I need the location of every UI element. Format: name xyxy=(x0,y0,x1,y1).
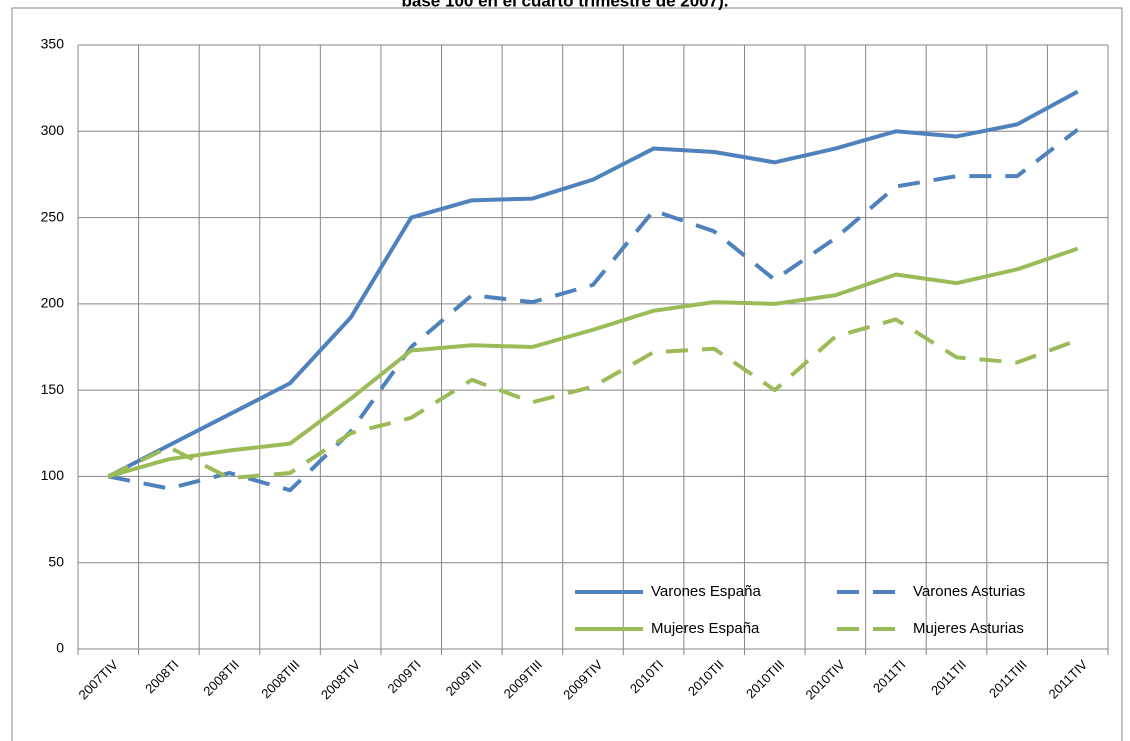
y-tick-label: 150 xyxy=(41,381,65,397)
x-tick-label: 2008TII xyxy=(200,657,242,699)
series-line xyxy=(107,246,1079,479)
legend-label: Varones España xyxy=(651,583,761,600)
series-line xyxy=(107,89,1079,479)
x-tick-label: 2009TIV xyxy=(560,657,606,703)
x-tick-label: 2008TIII xyxy=(258,657,302,701)
x-tick-label: 2008TI xyxy=(142,657,181,696)
y-tick-label: 300 xyxy=(41,122,65,138)
x-tick-label: 2010TIII xyxy=(743,657,787,701)
x-tick-label: 2011TIV xyxy=(1046,657,1091,702)
y-tick-label: 350 xyxy=(41,36,65,52)
y-tick-label: 250 xyxy=(41,208,65,224)
y-tick-label: 100 xyxy=(41,467,65,483)
legend-label: Mujeres Asturias xyxy=(913,620,1024,637)
series-line xyxy=(107,317,1079,481)
legend-label: Varones Asturias xyxy=(913,583,1025,600)
chart-frame xyxy=(11,7,1123,741)
y-tick-label: 200 xyxy=(41,295,65,311)
x-tick-label: 2010TIV xyxy=(803,657,849,703)
series-line xyxy=(107,127,1079,493)
y-tick-label: 0 xyxy=(56,640,64,656)
x-tick-label: 2011TIII xyxy=(986,657,1030,701)
x-tick-label: 2009TI xyxy=(385,657,424,696)
x-tick-label: 2010TI xyxy=(627,657,666,696)
x-tick-label: 2009TIII xyxy=(501,657,545,701)
x-tick-label: 2010TII xyxy=(685,657,727,699)
x-tick-label: 2008TIV xyxy=(318,657,364,703)
chart-title: base 100 en el cuarto trimestre de 2007)… xyxy=(402,0,729,10)
x-tick-label: 2011TI xyxy=(870,657,909,696)
y-tick-label: 50 xyxy=(48,553,64,569)
x-tick-label: 2011TII xyxy=(928,657,969,698)
legend-label: Mujeres España xyxy=(651,620,760,637)
x-tick-label: 2009TII xyxy=(443,657,485,699)
x-tick-label: 2007TIV xyxy=(75,657,121,703)
